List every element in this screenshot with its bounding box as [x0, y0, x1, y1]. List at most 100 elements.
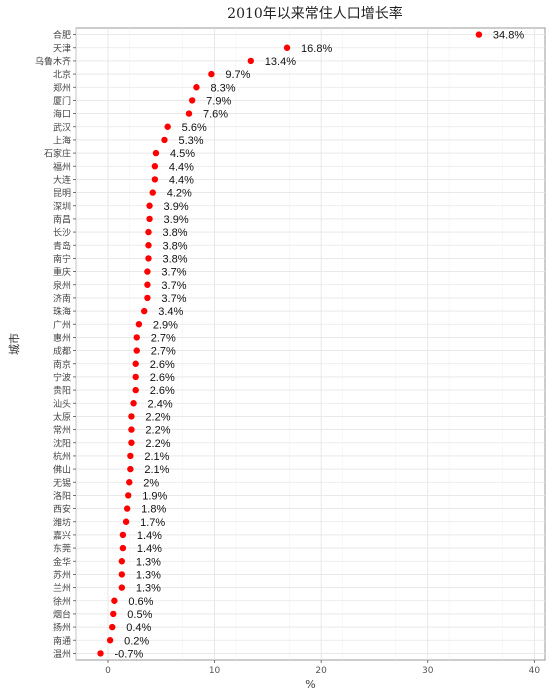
y-tick-label: 烟台 — [53, 608, 71, 620]
data-point — [135, 321, 143, 328]
data-point — [144, 268, 151, 275]
data-label: 2% — [143, 477, 159, 489]
data-point — [141, 307, 148, 315]
data-point — [144, 294, 151, 302]
data-point — [145, 242, 152, 249]
y-tick-label: 汕头 — [53, 399, 71, 410]
y-tick-label: 乌鲁木齐 — [35, 55, 71, 67]
data-point — [283, 44, 291, 51]
data-label: 3.9% — [164, 201, 189, 213]
data-label: 1.8% — [141, 504, 166, 516]
data-point — [118, 571, 126, 578]
data-point — [144, 281, 151, 288]
data-label: 1.4% — [137, 530, 162, 542]
y-tick-label: 珠海 — [53, 306, 71, 318]
data-point — [133, 334, 140, 341]
data-label: 3.7% — [161, 293, 186, 305]
data-label: 1.7% — [140, 517, 165, 529]
x-tick-labels: 0 10 20 30 40 — [105, 660, 540, 676]
data-label: 2.7% — [151, 332, 176, 344]
y-tick-label: 合肥 — [53, 29, 71, 41]
y-tick-label: 徐州 — [53, 595, 71, 607]
y-tick-label: 惠州 — [53, 332, 71, 344]
y-tick-label: 厦门 — [53, 95, 71, 107]
data-point — [151, 163, 159, 170]
y-tick-label: 金华 — [53, 556, 71, 568]
data-points — [97, 31, 483, 657]
y-tick-label: 苏州 — [53, 569, 71, 581]
data-point — [145, 255, 152, 262]
data-label: 2.7% — [151, 346, 176, 358]
data-point — [133, 347, 140, 354]
data-label: 8.3% — [210, 82, 235, 94]
data-point — [145, 228, 152, 236]
data-label: 2.4% — [148, 398, 173, 410]
data-labels: 34.8%16.8%13.4%9.7%8.3%7.9%7.6%5.6%5.3%4… — [115, 30, 525, 661]
chart-title: 2010年以来常住人口增长率 — [227, 5, 403, 22]
y-tick-label: 成都 — [53, 345, 71, 357]
data-label: 3.4% — [158, 306, 183, 318]
data-label: 7.6% — [203, 109, 228, 121]
data-label: 1.3% — [136, 569, 161, 581]
data-label: -0.7% — [115, 648, 144, 660]
data-point — [119, 531, 127, 539]
x-tick-label: 30 — [422, 666, 434, 676]
data-point — [111, 597, 118, 604]
x-tick-label: 10 — [209, 666, 221, 676]
data-point — [193, 84, 200, 91]
y-tick-label: 泉州 — [53, 279, 71, 291]
data-point — [247, 57, 255, 65]
data-label: 5.6% — [182, 122, 207, 134]
data-point — [128, 413, 135, 420]
data-label: 4.4% — [169, 174, 194, 186]
data-point — [161, 136, 168, 144]
data-label: 0.4% — [126, 622, 151, 634]
data-point — [208, 70, 215, 78]
y-tick-label: 上海 — [53, 134, 71, 146]
y-tick-label: 潍坊 — [53, 516, 71, 528]
data-label: 1.9% — [142, 490, 167, 502]
data-point — [118, 558, 126, 565]
y-tick-label: 南通 — [53, 635, 71, 647]
data-label: 3.8% — [162, 227, 187, 239]
data-label: 2.6% — [150, 372, 175, 384]
data-point — [188, 97, 196, 104]
data-point — [127, 452, 134, 460]
y-tick-label: 沈阳 — [53, 437, 71, 449]
y-tick-label: 青岛 — [53, 240, 71, 252]
y-tick-label: 温州 — [53, 649, 71, 660]
data-point — [164, 123, 171, 130]
y-axis-title: 城市 — [7, 333, 21, 355]
data-point — [149, 189, 156, 196]
data-label: 2.9% — [153, 319, 178, 331]
x-axis-title: % — [305, 678, 315, 691]
data-point — [132, 360, 139, 367]
grid-lines — [75, 28, 545, 660]
x-tick-label: 0 — [105, 666, 111, 676]
y-tick-label: 大连 — [53, 174, 71, 186]
y-tick-label: 西安 — [53, 503, 71, 515]
data-label: 9.7% — [225, 69, 250, 81]
data-point — [185, 110, 193, 117]
data-label: 4.2% — [167, 188, 192, 200]
y-tick-label: 南京 — [53, 358, 71, 370]
y-tick-label: 无锡 — [53, 478, 71, 489]
y-tick-label: 嘉兴 — [53, 529, 71, 541]
y-tick-label: 重庆 — [53, 266, 71, 278]
y-tick-label: 南宁 — [53, 253, 71, 265]
data-label: 7.9% — [206, 95, 231, 107]
data-label: 2.2% — [145, 411, 170, 423]
data-label: 5.3% — [178, 135, 203, 147]
x-tick-label: 40 — [529, 666, 541, 676]
data-point — [123, 505, 131, 512]
data-label: 2.6% — [150, 385, 175, 397]
y-tick-label: 南昌 — [53, 213, 71, 225]
data-point — [146, 202, 153, 209]
y-tick-labels: 合肥天津乌鲁木齐北京郑州厦门海口武汉上海石家庄福州大连昆明深圳南昌长沙青岛南宁重… — [35, 29, 76, 660]
y-tick-label: 北京 — [53, 69, 71, 81]
data-label: 4.4% — [169, 161, 194, 173]
data-point — [126, 479, 133, 486]
y-tick-label: 济南 — [53, 292, 71, 304]
data-label: 2.2% — [145, 425, 170, 437]
data-label: 13.4% — [265, 56, 296, 68]
